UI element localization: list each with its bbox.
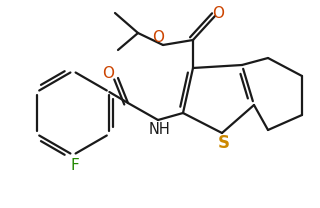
Text: NH: NH xyxy=(149,123,171,137)
Text: S: S xyxy=(218,134,230,152)
Text: O: O xyxy=(212,6,224,21)
Text: F: F xyxy=(71,157,79,172)
Text: O: O xyxy=(152,30,164,45)
Text: O: O xyxy=(102,66,114,80)
